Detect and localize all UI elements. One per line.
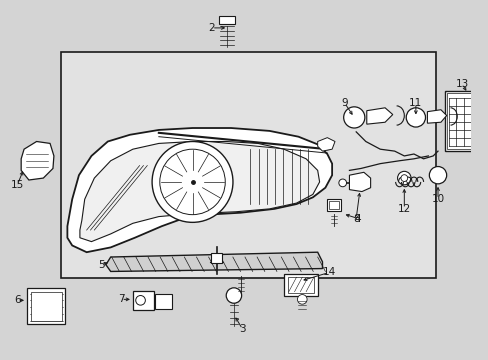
Circle shape (400, 175, 407, 181)
Text: 13: 13 (454, 79, 468, 89)
Circle shape (226, 288, 241, 303)
Circle shape (160, 149, 225, 215)
Circle shape (338, 179, 346, 187)
Text: 11: 11 (408, 98, 422, 108)
Circle shape (343, 107, 364, 128)
Text: 3: 3 (239, 324, 245, 334)
Polygon shape (317, 138, 334, 151)
Bar (444, 91, 488, 151)
Polygon shape (349, 172, 370, 192)
Polygon shape (106, 252, 322, 271)
Polygon shape (427, 110, 446, 123)
Circle shape (152, 141, 232, 222)
Bar (326, 199, 340, 211)
Bar (133, 291, 154, 310)
Polygon shape (366, 108, 392, 124)
Text: 12: 12 (397, 204, 410, 214)
Circle shape (136, 296, 145, 305)
Circle shape (397, 171, 410, 185)
Text: 14: 14 (322, 267, 335, 278)
Text: 4: 4 (354, 213, 361, 224)
Circle shape (428, 167, 446, 184)
Polygon shape (21, 141, 54, 180)
Bar (61, 52, 435, 278)
Polygon shape (80, 141, 319, 242)
Text: 6: 6 (14, 295, 20, 305)
Bar (328, 201, 338, 209)
Text: 2: 2 (208, 23, 215, 33)
Circle shape (406, 108, 425, 127)
Text: 8: 8 (352, 213, 359, 224)
Text: 5: 5 (98, 260, 104, 270)
Bar (284, 274, 317, 296)
Bar (27, 288, 65, 324)
Bar (287, 277, 313, 293)
Text: 9: 9 (341, 98, 347, 108)
Bar (219, 16, 234, 24)
Text: 7: 7 (118, 294, 124, 304)
Text: 1: 1 (487, 278, 488, 288)
Bar (446, 93, 488, 149)
Polygon shape (67, 128, 331, 252)
Circle shape (297, 294, 306, 304)
Bar (31, 292, 61, 320)
Text: 10: 10 (430, 194, 444, 204)
Bar (155, 294, 172, 309)
Text: 15: 15 (11, 180, 24, 190)
Bar (210, 253, 222, 263)
